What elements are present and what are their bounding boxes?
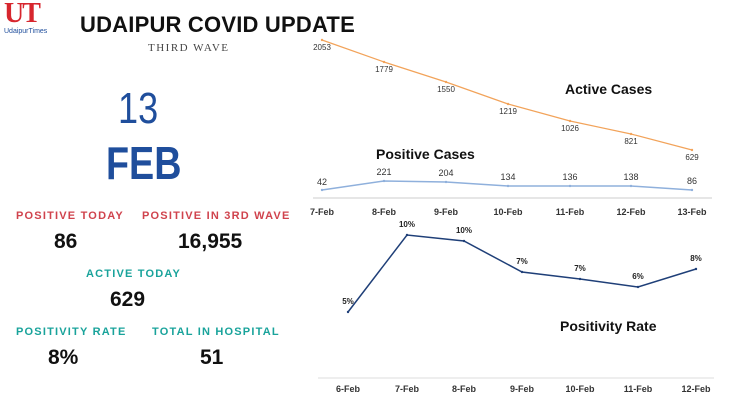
logo-mark: UT <box>4 0 41 30</box>
data-point <box>506 184 510 188</box>
data-label: 629 <box>685 153 699 162</box>
data-point <box>382 179 386 183</box>
x-tick-label: 11-Feb <box>624 384 653 394</box>
data-label: 7% <box>516 257 528 266</box>
x-tick-label: 9-Feb <box>434 207 459 217</box>
data-point <box>520 270 524 274</box>
positivity-rate-label: POSITIVITY RATE <box>16 326 127 338</box>
positivity-rate-value: 8% <box>48 346 79 369</box>
data-label: 821 <box>624 137 638 146</box>
data-point <box>629 132 633 136</box>
page-title: UDAIPUR COVID UPDATE <box>80 12 355 37</box>
data-label: 138 <box>623 172 638 182</box>
positivity-rate-title: Positivity Rate <box>560 318 657 334</box>
x-tick-label: 11-Feb <box>556 207 585 217</box>
data-point <box>578 277 582 281</box>
data-point <box>568 119 572 123</box>
data-point <box>444 180 448 184</box>
active-today-label: ACTIVE TODAY <box>86 268 182 280</box>
data-point <box>320 188 324 192</box>
page-subtitle: THIRD WAVE <box>148 42 230 54</box>
data-point <box>320 38 324 42</box>
data-point <box>506 102 510 106</box>
data-label: 8% <box>690 254 702 263</box>
x-tick-label: 6-Feb <box>336 384 361 394</box>
data-label: 6% <box>632 272 644 281</box>
data-label: 2053 <box>313 43 331 52</box>
data-point <box>444 80 448 84</box>
data-point <box>405 233 409 237</box>
series-line <box>347 234 697 313</box>
x-tick-label: 12-Feb <box>681 384 711 394</box>
data-label: 7% <box>574 264 586 273</box>
data-label: 86 <box>687 176 697 186</box>
positive-today-value: 86 <box>54 230 78 253</box>
udaipurtimes-logo: UT UdaipurTimes <box>4 0 64 36</box>
data-label: 1550 <box>437 85 455 94</box>
logo-letters: UT <box>4 0 41 29</box>
data-point <box>629 184 633 188</box>
active-today-value: 629 <box>110 288 146 311</box>
data-label: 42 <box>317 177 327 187</box>
data-label: 204 <box>438 168 453 178</box>
positive-cases-title: Positive Cases <box>376 146 475 162</box>
positivity-rate-chart: Positivity Rate 5% 6-Feb 10% 7-Feb 10% 8-Feb 7… <box>318 220 714 394</box>
active-cases-chart: Active Cases 2053 1779 1550 1219 1026 821 629 <box>313 38 699 162</box>
data-label: 10% <box>399 220 415 229</box>
data-point <box>690 148 694 152</box>
positive-cases-chart: Positive Cases 42 7-Feb 221 8-Feb 204 9-Feb 13… <box>310 146 712 217</box>
active-cases-title: Active Cases <box>565 81 652 97</box>
data-label: 10% <box>456 226 472 235</box>
x-tick-label: 10-Feb <box>493 207 523 217</box>
date-month: FEB <box>106 137 182 189</box>
data-point <box>382 60 386 64</box>
x-tick-label: 12-Feb <box>616 207 646 217</box>
x-tick-label: 8-Feb <box>452 384 477 394</box>
logo-subtext: UdaipurTimes <box>4 28 48 35</box>
positive-3rd-wave-value: 16,955 <box>178 230 243 253</box>
data-label: 1219 <box>499 107 517 116</box>
x-tick-label: 13-Feb <box>677 207 707 217</box>
data-label: 1026 <box>561 124 579 133</box>
positive-3rd-wave-label: POSITIVE IN 3RD WAVE <box>142 210 291 222</box>
data-point <box>636 285 640 289</box>
data-label: 221 <box>376 167 391 177</box>
x-tick-label: 10-Feb <box>565 384 595 394</box>
data-label: 1779 <box>375 65 393 74</box>
total-in-hospital-label: TOTAL IN HOSPITAL <box>152 326 280 338</box>
data-point <box>346 310 350 314</box>
data-point <box>690 188 694 192</box>
data-label: 136 <box>562 172 577 182</box>
positive-today-label: POSITIVE TODAY <box>16 210 124 222</box>
x-tick-label: 9-Feb <box>510 384 535 394</box>
data-label: 134 <box>500 172 515 182</box>
x-tick-label: 8-Feb <box>372 207 397 217</box>
x-tick-label: 7-Feb <box>310 207 335 217</box>
data-point <box>694 267 698 271</box>
data-label: 5% <box>342 297 354 306</box>
data-point <box>568 184 572 188</box>
data-point <box>462 239 466 243</box>
x-tick-label: 7-Feb <box>395 384 420 394</box>
total-in-hospital-value: 51 <box>200 346 224 369</box>
date-day: 13 <box>118 84 159 133</box>
